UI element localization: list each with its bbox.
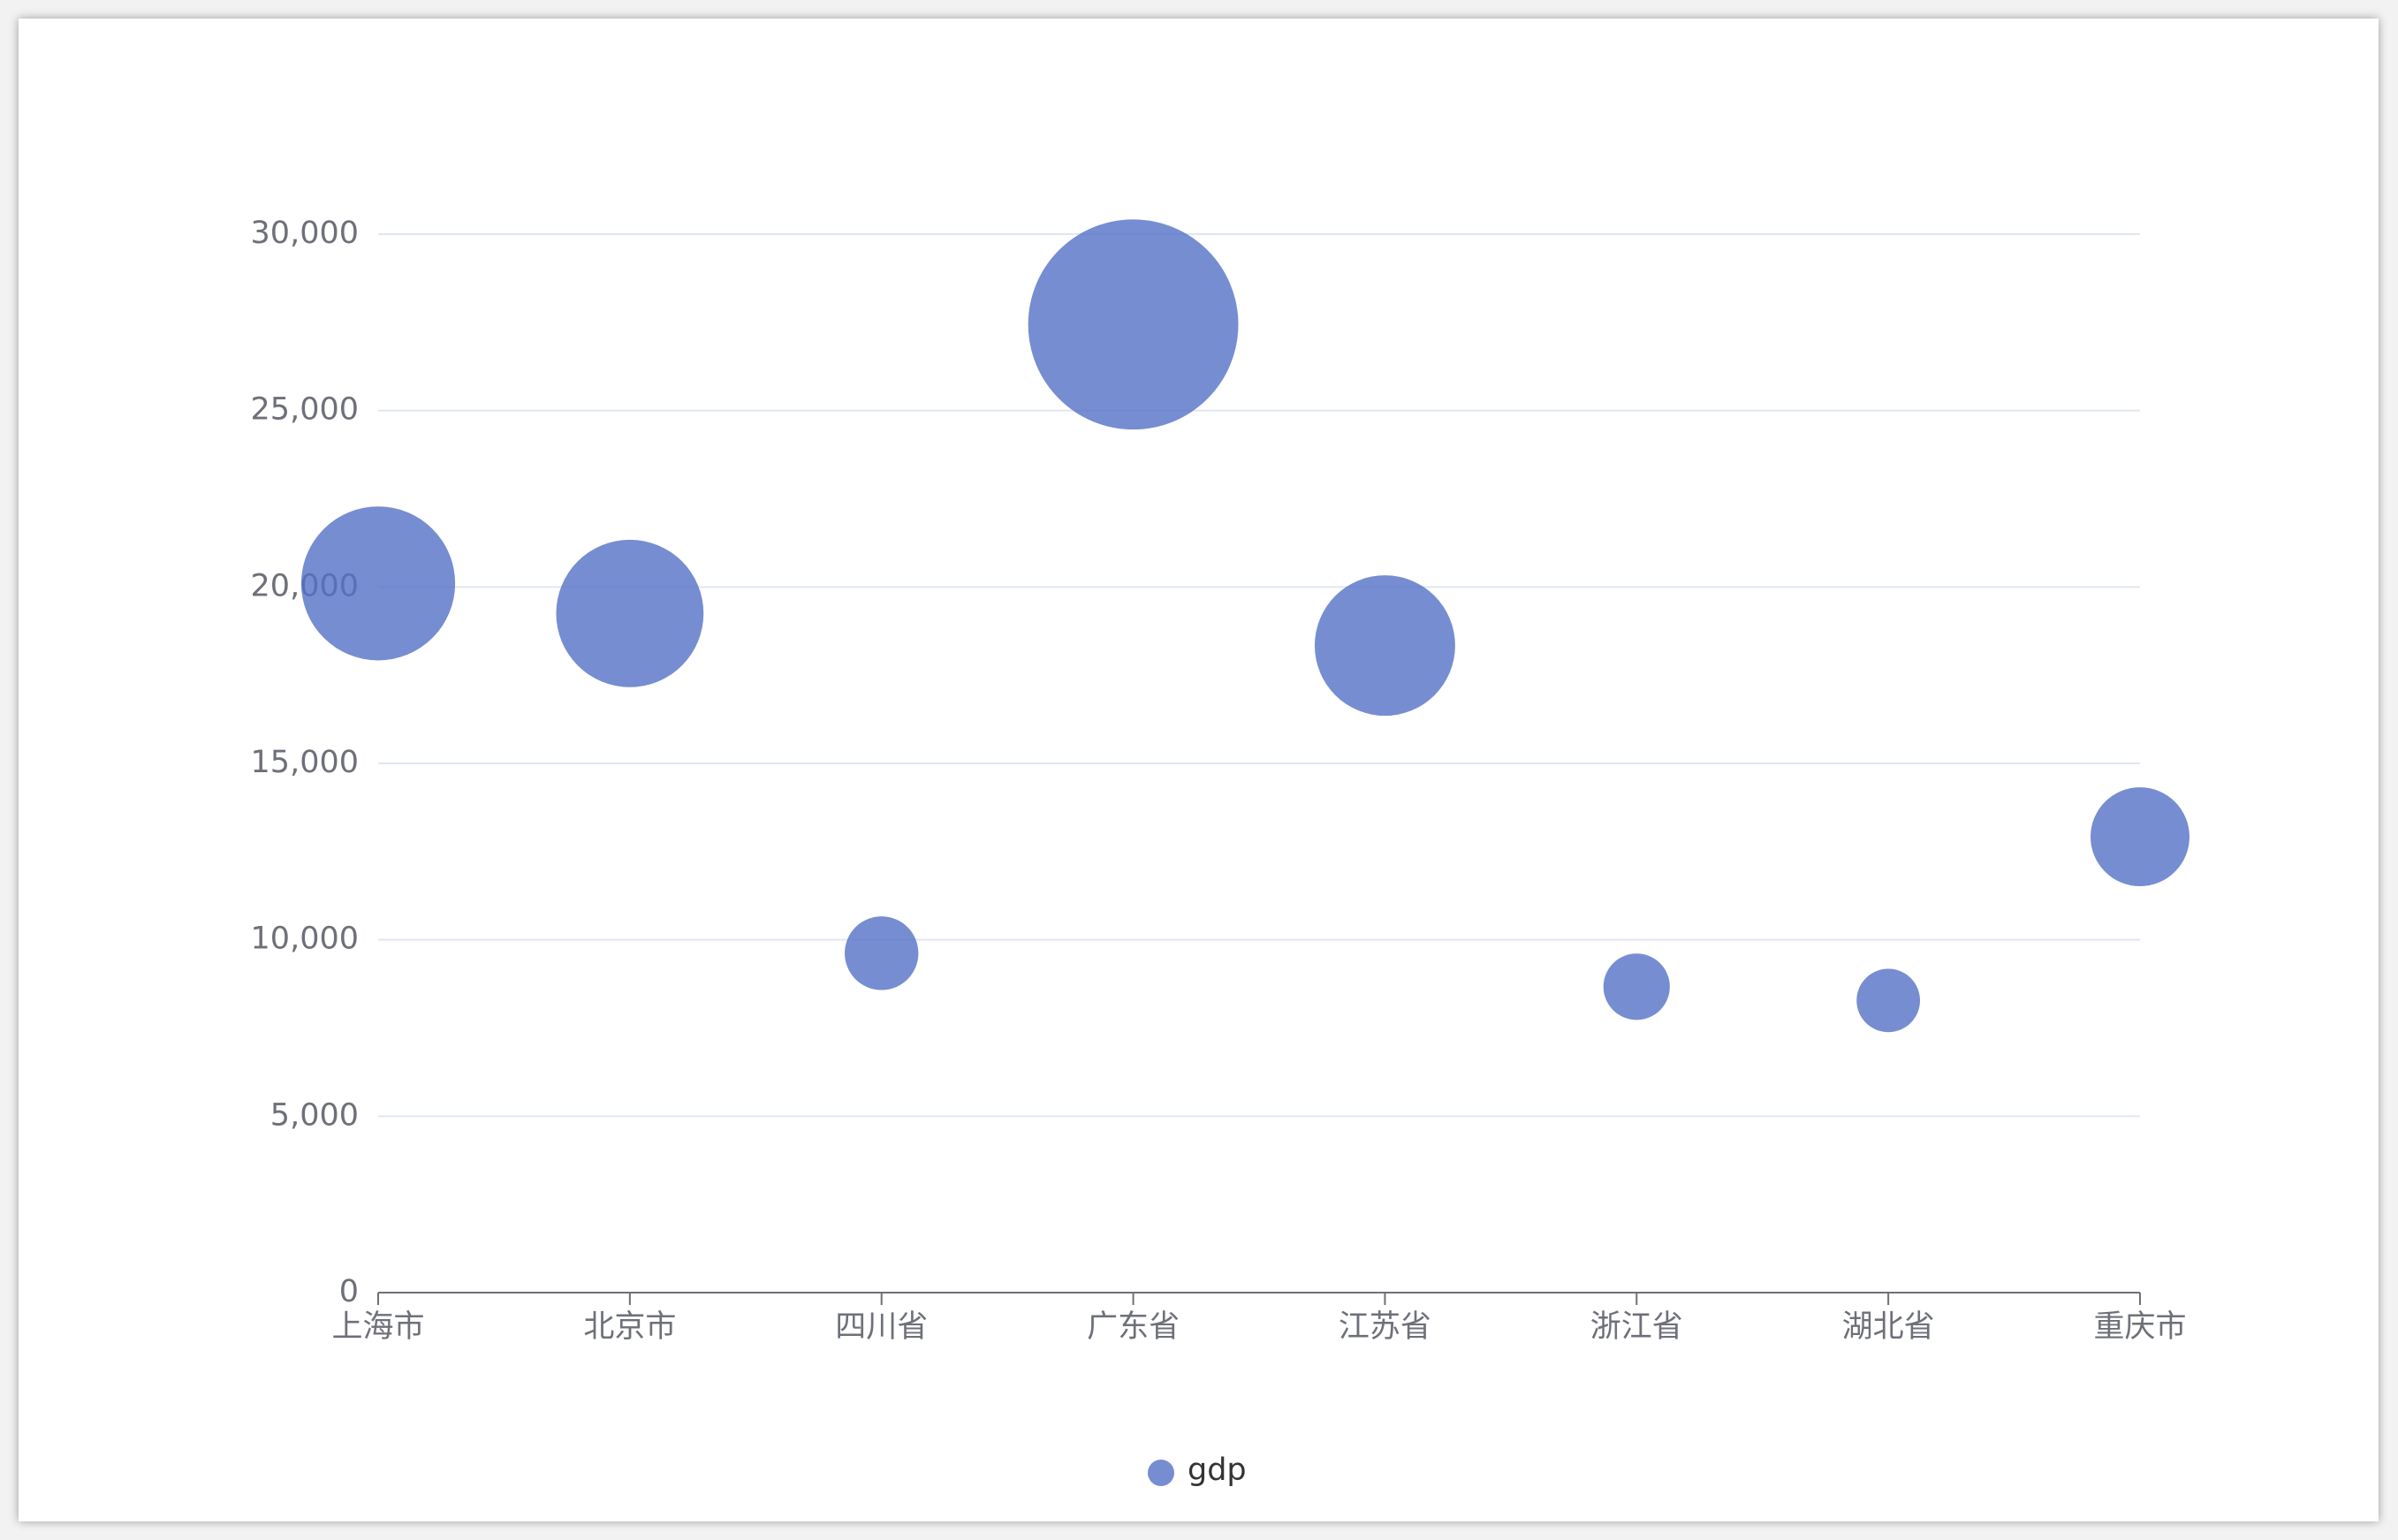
x-tick-label: 浙江省 — [1590, 1309, 1683, 1345]
bubble — [1856, 968, 1921, 1033]
bubble — [2091, 787, 2189, 887]
x-tick-label: 湖北省 — [1842, 1309, 1935, 1345]
legend-label: gdp — [1188, 1453, 1247, 1488]
bubble — [300, 506, 456, 661]
x-tick-label: 江苏省 — [1339, 1309, 1431, 1345]
x-tick-label: 上海市 — [331, 1309, 424, 1345]
bubble — [1028, 219, 1239, 430]
y-tick-label: 10,000 — [251, 922, 359, 957]
bubble — [556, 539, 704, 687]
y-tick-label: 15,000 — [251, 745, 359, 780]
y-tick-label: 0 — [339, 1274, 359, 1309]
y-tick-label: 5,000 — [270, 1097, 359, 1133]
bubble — [845, 916, 919, 990]
x-tick-label: 广东省 — [1087, 1309, 1180, 1345]
x-tick-label: 重庆市 — [2093, 1309, 2186, 1345]
bubble — [1603, 953, 1670, 1020]
x-tick-label: 北京市 — [583, 1309, 676, 1345]
x-tick-label: 四川省 — [835, 1309, 928, 1345]
y-tick-label: 30,000 — [251, 216, 359, 251]
legend-marker — [1148, 1460, 1174, 1486]
bubble — [1314, 575, 1455, 717]
y-tick-label: 25,000 — [251, 392, 359, 428]
